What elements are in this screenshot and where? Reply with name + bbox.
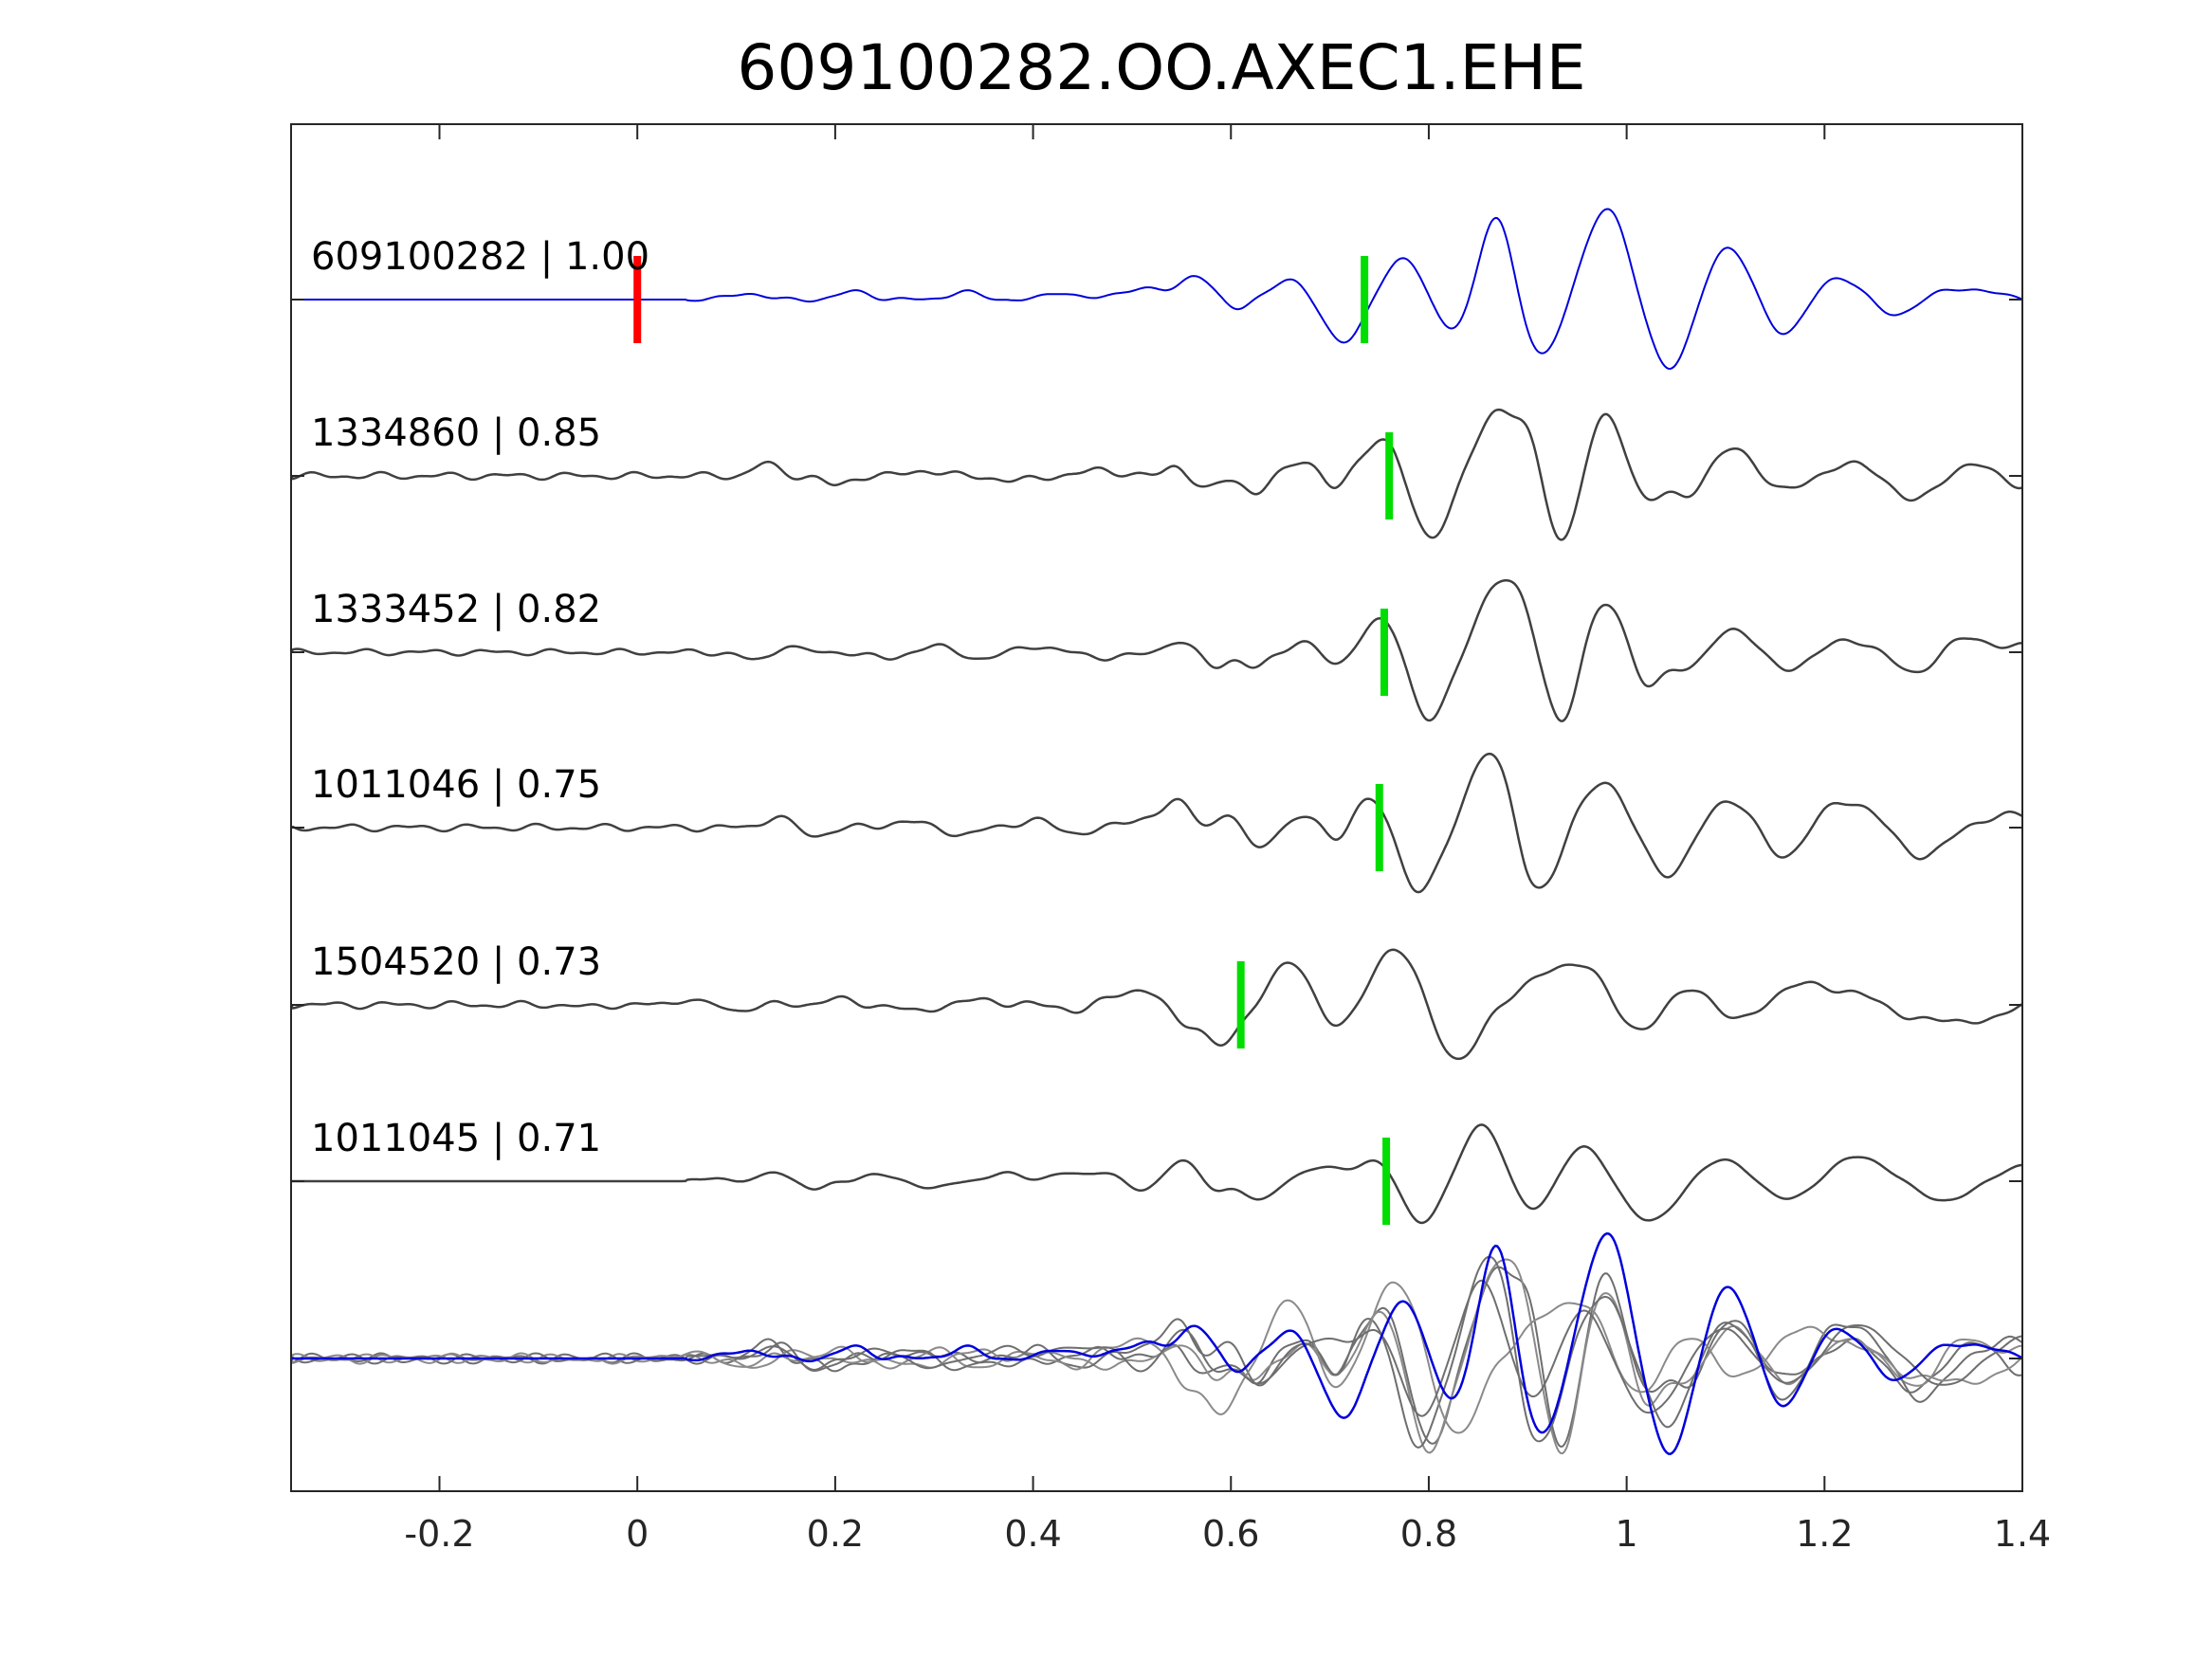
x-tick-label: 0.2 <box>807 1513 864 1555</box>
trace-label-6: 1011045 | 0.71 <box>311 1117 601 1160</box>
x-axis: -0.2 0 0.2 0.4 0.6 0.8 1 1.2 1.4 <box>291 124 2051 1555</box>
trace-label-layer: 609100282 | 1.00 1334860 | 0.85 1333452 | … <box>311 235 649 1160</box>
trace-line-1 <box>291 208 2023 371</box>
overlay-stack <box>290 1231 2023 1455</box>
trace-label-2: 1334860 | 0.85 <box>311 411 601 455</box>
x-tick-label: 1 <box>1616 1513 1638 1555</box>
trace-line-6 <box>291 1123 2023 1225</box>
plot-frame <box>290 123 2023 1492</box>
trace-label-5: 1504520 | 0.73 <box>311 940 601 984</box>
trace-line-4 <box>290 752 2023 894</box>
x-tick-label: 1.4 <box>1994 1513 2051 1555</box>
x-tick-label: 1.2 <box>1796 1513 1853 1555</box>
x-tick-label: 0.4 <box>1004 1513 1061 1555</box>
pick-layer <box>633 256 1394 1225</box>
x-tick-label: -0.2 <box>404 1513 474 1555</box>
trace-line-3 <box>289 579 2023 722</box>
overlay-line-1 <box>291 1231 2023 1455</box>
trace-label-3: 1333452 | 0.82 <box>311 588 601 631</box>
trace-line-5 <box>289 948 2023 1061</box>
trace-label-1: 609100282 | 1.00 <box>311 235 649 279</box>
trace-line-2 <box>289 408 2023 541</box>
traces-layer <box>289 208 2023 1225</box>
x-tick-label: 0.6 <box>1202 1513 1259 1555</box>
trace-label-4: 1011046 | 0.75 <box>311 763 601 807</box>
x-tick-label: 0.8 <box>1400 1513 1457 1555</box>
x-tick-label: 0 <box>626 1513 649 1555</box>
chart-title: 609100282.OO.AXEC1.EHE <box>737 31 1585 104</box>
overlay-line-5 <box>290 1281 2023 1434</box>
